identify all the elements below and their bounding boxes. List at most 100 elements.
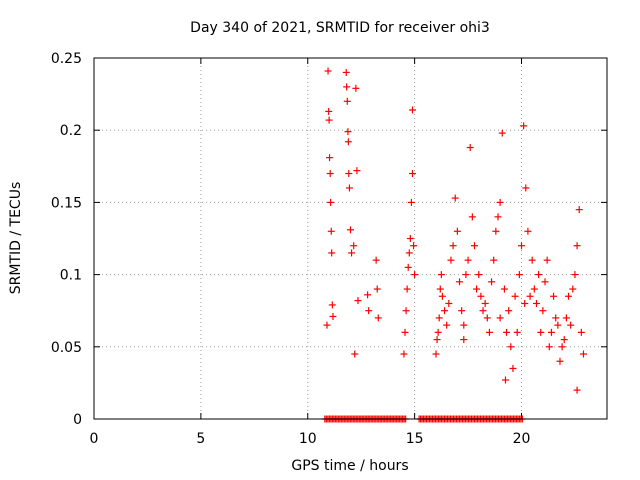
data-point: [447, 256, 455, 264]
plot-frame: [93, 57, 608, 420]
data-point: [328, 249, 336, 257]
data-point: [407, 198, 415, 206]
y-tick-label: 0.1: [60, 268, 82, 284]
data-point: [345, 170, 353, 178]
data-point: [503, 328, 511, 336]
data-point: [483, 314, 491, 322]
data-point: [518, 242, 525, 250]
data-point: [473, 285, 481, 293]
data-point: [539, 307, 547, 315]
x-tick-label: 20: [513, 431, 531, 447]
data-point: [577, 328, 585, 336]
data-point: [575, 206, 583, 214]
data-point: [325, 107, 333, 115]
x-tick-label: 5: [196, 431, 205, 447]
data-point: [547, 328, 555, 336]
data-point: [364, 291, 372, 299]
data-point: [535, 271, 543, 279]
data-point: [543, 256, 551, 264]
data-point: [400, 350, 408, 358]
data-point: [479, 307, 487, 315]
data-point: [524, 227, 532, 235]
data-point: [496, 198, 504, 206]
data-point: [352, 84, 360, 92]
data-point: [528, 256, 536, 264]
y-axis-label: SRMTID / TECUs: [8, 182, 24, 295]
data-point: [353, 167, 361, 175]
data-point: [365, 307, 373, 315]
data-point: [438, 292, 446, 300]
data-point: [460, 336, 468, 344]
data-point: [406, 235, 414, 242]
data-point: [552, 314, 560, 322]
data-point: [507, 343, 515, 351]
data-point: [347, 226, 354, 234]
data-point: [410, 242, 418, 250]
data-point: [515, 271, 523, 279]
data-point: [466, 144, 474, 152]
data-point: [541, 278, 549, 286]
data-point: [511, 292, 519, 300]
data-point: [327, 198, 335, 206]
data-point: [411, 271, 419, 279]
data-point: [554, 321, 562, 329]
data-point: [432, 350, 440, 358]
data-point: [434, 328, 442, 336]
data-point: [433, 336, 441, 344]
data-point: [501, 376, 509, 384]
data-point: [458, 307, 466, 315]
data-point: [481, 299, 489, 307]
data-point: [323, 321, 331, 329]
data-point: [435, 314, 443, 322]
data-point: [526, 292, 534, 300]
data-point: [470, 242, 478, 250]
x-tick-label: 0: [90, 431, 99, 447]
data-point: [329, 312, 337, 320]
data-point: [475, 271, 483, 279]
data-point: [498, 129, 506, 137]
data-point: [565, 292, 573, 300]
data-point: [372, 256, 380, 264]
data-point: [545, 343, 553, 351]
chart-title: Day 340 of 2021, SRMTID for receiver ohi…: [190, 20, 490, 36]
data-point: [345, 184, 353, 192]
data-point: [468, 213, 476, 221]
data-point: [326, 154, 334, 162]
data-point: [343, 83, 351, 91]
data-point: [492, 227, 500, 235]
data-point: [456, 278, 464, 286]
data-point: [562, 314, 570, 322]
data-point: [344, 138, 352, 146]
data-point: [328, 301, 336, 309]
data-point: [325, 116, 333, 124]
data-point: [408, 106, 416, 114]
data-point: [464, 256, 472, 264]
data-point: [488, 278, 496, 286]
data-points: [321, 67, 587, 423]
data-point: [505, 307, 513, 315]
data-point: [579, 350, 587, 358]
data-point: [441, 307, 449, 315]
data-point: [326, 170, 334, 178]
data-point: [436, 285, 444, 293]
data-point: [520, 122, 528, 130]
x-axis-label: GPS time / hours: [291, 458, 408, 474]
data-point: [402, 307, 410, 315]
data-point: [462, 271, 470, 279]
data-point: [537, 328, 545, 336]
data-point: [343, 97, 351, 105]
data-point: [374, 314, 382, 322]
grid-lines: [94, 58, 607, 419]
data-point: [443, 321, 451, 329]
data-point: [496, 314, 504, 322]
data-point: [327, 227, 335, 235]
data-point: [445, 299, 453, 307]
data-point: [354, 297, 362, 305]
data-point: [401, 328, 409, 336]
data-point: [324, 67, 332, 75]
data-point: [560, 336, 568, 344]
data-point: [509, 364, 517, 372]
data-point: [573, 386, 581, 394]
data-point: [485, 328, 493, 336]
data-point: [521, 299, 529, 307]
